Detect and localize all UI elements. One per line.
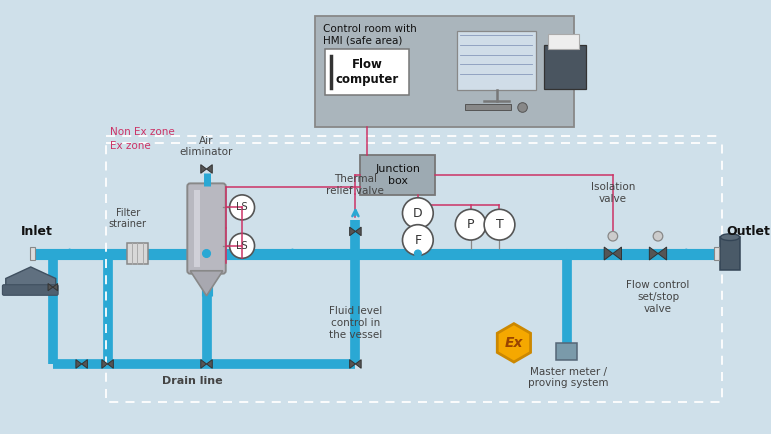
FancyBboxPatch shape [465,104,511,110]
FancyBboxPatch shape [2,285,58,295]
Circle shape [484,209,515,240]
FancyBboxPatch shape [325,49,409,95]
Polygon shape [355,227,361,236]
Circle shape [608,231,618,241]
FancyBboxPatch shape [187,184,226,274]
Circle shape [564,250,570,257]
Text: LS: LS [236,241,248,251]
Polygon shape [613,247,621,260]
Circle shape [352,250,359,257]
Circle shape [518,103,527,112]
Polygon shape [658,247,667,260]
Text: Master meter /
proving system: Master meter / proving system [528,367,609,388]
Polygon shape [5,267,56,290]
FancyBboxPatch shape [315,16,574,127]
Circle shape [230,195,254,220]
Text: Ex zone: Ex zone [110,141,151,151]
FancyBboxPatch shape [360,155,435,195]
Text: Isolation
valve: Isolation valve [591,182,635,204]
Circle shape [467,250,474,257]
Circle shape [653,231,663,241]
Circle shape [415,250,421,257]
FancyBboxPatch shape [30,247,35,260]
FancyBboxPatch shape [714,247,719,260]
Text: Outlet: Outlet [726,225,770,238]
Text: Ex: Ex [505,336,524,350]
Polygon shape [350,227,355,236]
Text: T: T [496,218,503,231]
Text: Junction
box: Junction box [375,164,420,185]
Text: P: P [467,218,474,231]
Text: D: D [413,207,423,220]
Circle shape [402,225,433,256]
Polygon shape [207,164,212,173]
Polygon shape [82,360,87,368]
FancyBboxPatch shape [556,343,577,360]
Polygon shape [355,360,361,368]
FancyBboxPatch shape [548,33,579,49]
Circle shape [203,250,210,257]
Polygon shape [190,271,223,296]
Text: Filter
strainer: Filter strainer [109,208,146,230]
FancyBboxPatch shape [126,243,148,264]
Text: Drain line: Drain line [162,376,222,386]
Ellipse shape [720,234,739,240]
Text: F: F [414,233,422,247]
Text: Fluid level
control in
the vessel: Fluid level control in the vessel [328,306,382,339]
Text: Inlet: Inlet [21,225,53,238]
Polygon shape [350,360,355,368]
Text: Thermal
relief valve: Thermal relief valve [326,174,385,196]
Text: Flow control
set/stop
valve: Flow control set/stop valve [626,280,690,314]
FancyBboxPatch shape [544,45,586,89]
Circle shape [402,198,433,229]
Text: Flow
computer: Flow computer [335,58,399,86]
Polygon shape [497,324,530,362]
Polygon shape [102,360,108,368]
Circle shape [655,250,662,257]
Polygon shape [53,283,58,291]
Text: Control room with
HMI (safe area): Control room with HMI (safe area) [323,24,416,46]
Circle shape [456,209,486,240]
Text: Air
eliminator: Air eliminator [180,136,233,158]
Polygon shape [76,360,82,368]
Polygon shape [207,360,212,368]
Polygon shape [604,247,613,260]
Polygon shape [108,360,113,368]
FancyBboxPatch shape [457,31,536,90]
Polygon shape [200,360,207,368]
FancyBboxPatch shape [194,190,200,267]
Polygon shape [200,164,207,173]
Text: Non Ex zone: Non Ex zone [110,126,175,137]
Polygon shape [48,283,53,291]
Circle shape [496,250,503,257]
FancyBboxPatch shape [720,237,739,270]
Text: LS: LS [236,202,248,212]
Polygon shape [649,247,658,260]
Circle shape [563,250,571,257]
Circle shape [610,250,616,257]
Circle shape [230,233,254,258]
